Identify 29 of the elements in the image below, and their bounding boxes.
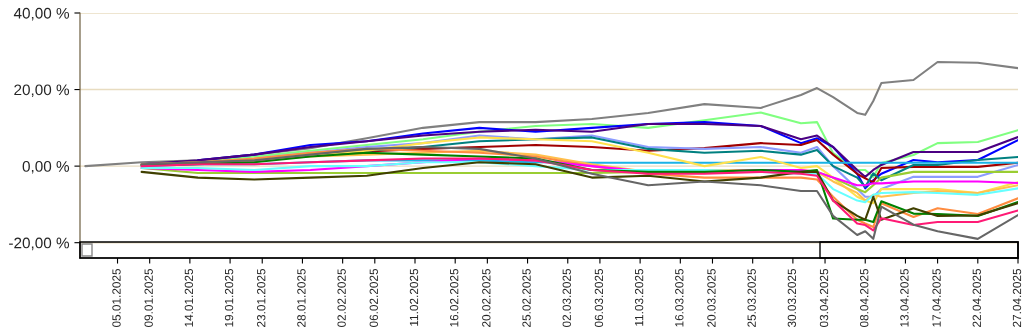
y-tick-label: 0,00 %	[22, 160, 70, 174]
x-tick-label: 19.01.2025	[224, 268, 234, 327]
x-tick-label: 23.01.2025	[257, 268, 266, 327]
y-tick-label: 40,00 %	[13, 7, 70, 21]
x-tick-label: 16.03.2025	[675, 268, 684, 327]
y-tick-label: 20,00 %	[14, 84, 70, 98]
x-tick-label: 25.03.2025	[747, 268, 756, 327]
x-tick-label: 28.01.2025	[297, 268, 306, 327]
x-tick-label: 06.02.2025	[369, 268, 378, 328]
x-tick-label: 08.04.2025	[860, 268, 869, 328]
x-tick-label: 16.02.2025	[450, 268, 459, 327]
x-tick-label: 11.03.2025	[634, 268, 644, 326]
x-tick-label: 20.03.2025	[707, 268, 716, 327]
x-tick-label: 02.03.2025	[562, 268, 571, 328]
x-tick-label: 13.04.2025	[900, 268, 909, 327]
x-tick-label: 17.04.2025	[932, 268, 941, 327]
x-tick-label: 22.04.2025	[972, 268, 981, 327]
x-tick-label: 02.02.2025	[337, 268, 346, 328]
x-tick-label: 20.02.2025	[482, 268, 491, 327]
x-tick-label: 05.01.2025	[112, 268, 121, 328]
x-tick-label: 03.04.2025	[819, 268, 829, 328]
x-tick-label: 09.01.2025	[144, 268, 153, 328]
x-tick-label: 14.01.2025	[184, 268, 194, 327]
x-tick-label: 30.03.2025	[787, 268, 797, 328]
x-tick-label: 27.04.2025	[1012, 268, 1022, 327]
x-tick-label: 11.02.2025	[409, 268, 419, 326]
x-tick-label: 06.03.2025	[594, 268, 604, 328]
y-tick-label: -20,00 %	[9, 237, 70, 251]
x-tick-label: 25.02.2025	[522, 268, 531, 327]
